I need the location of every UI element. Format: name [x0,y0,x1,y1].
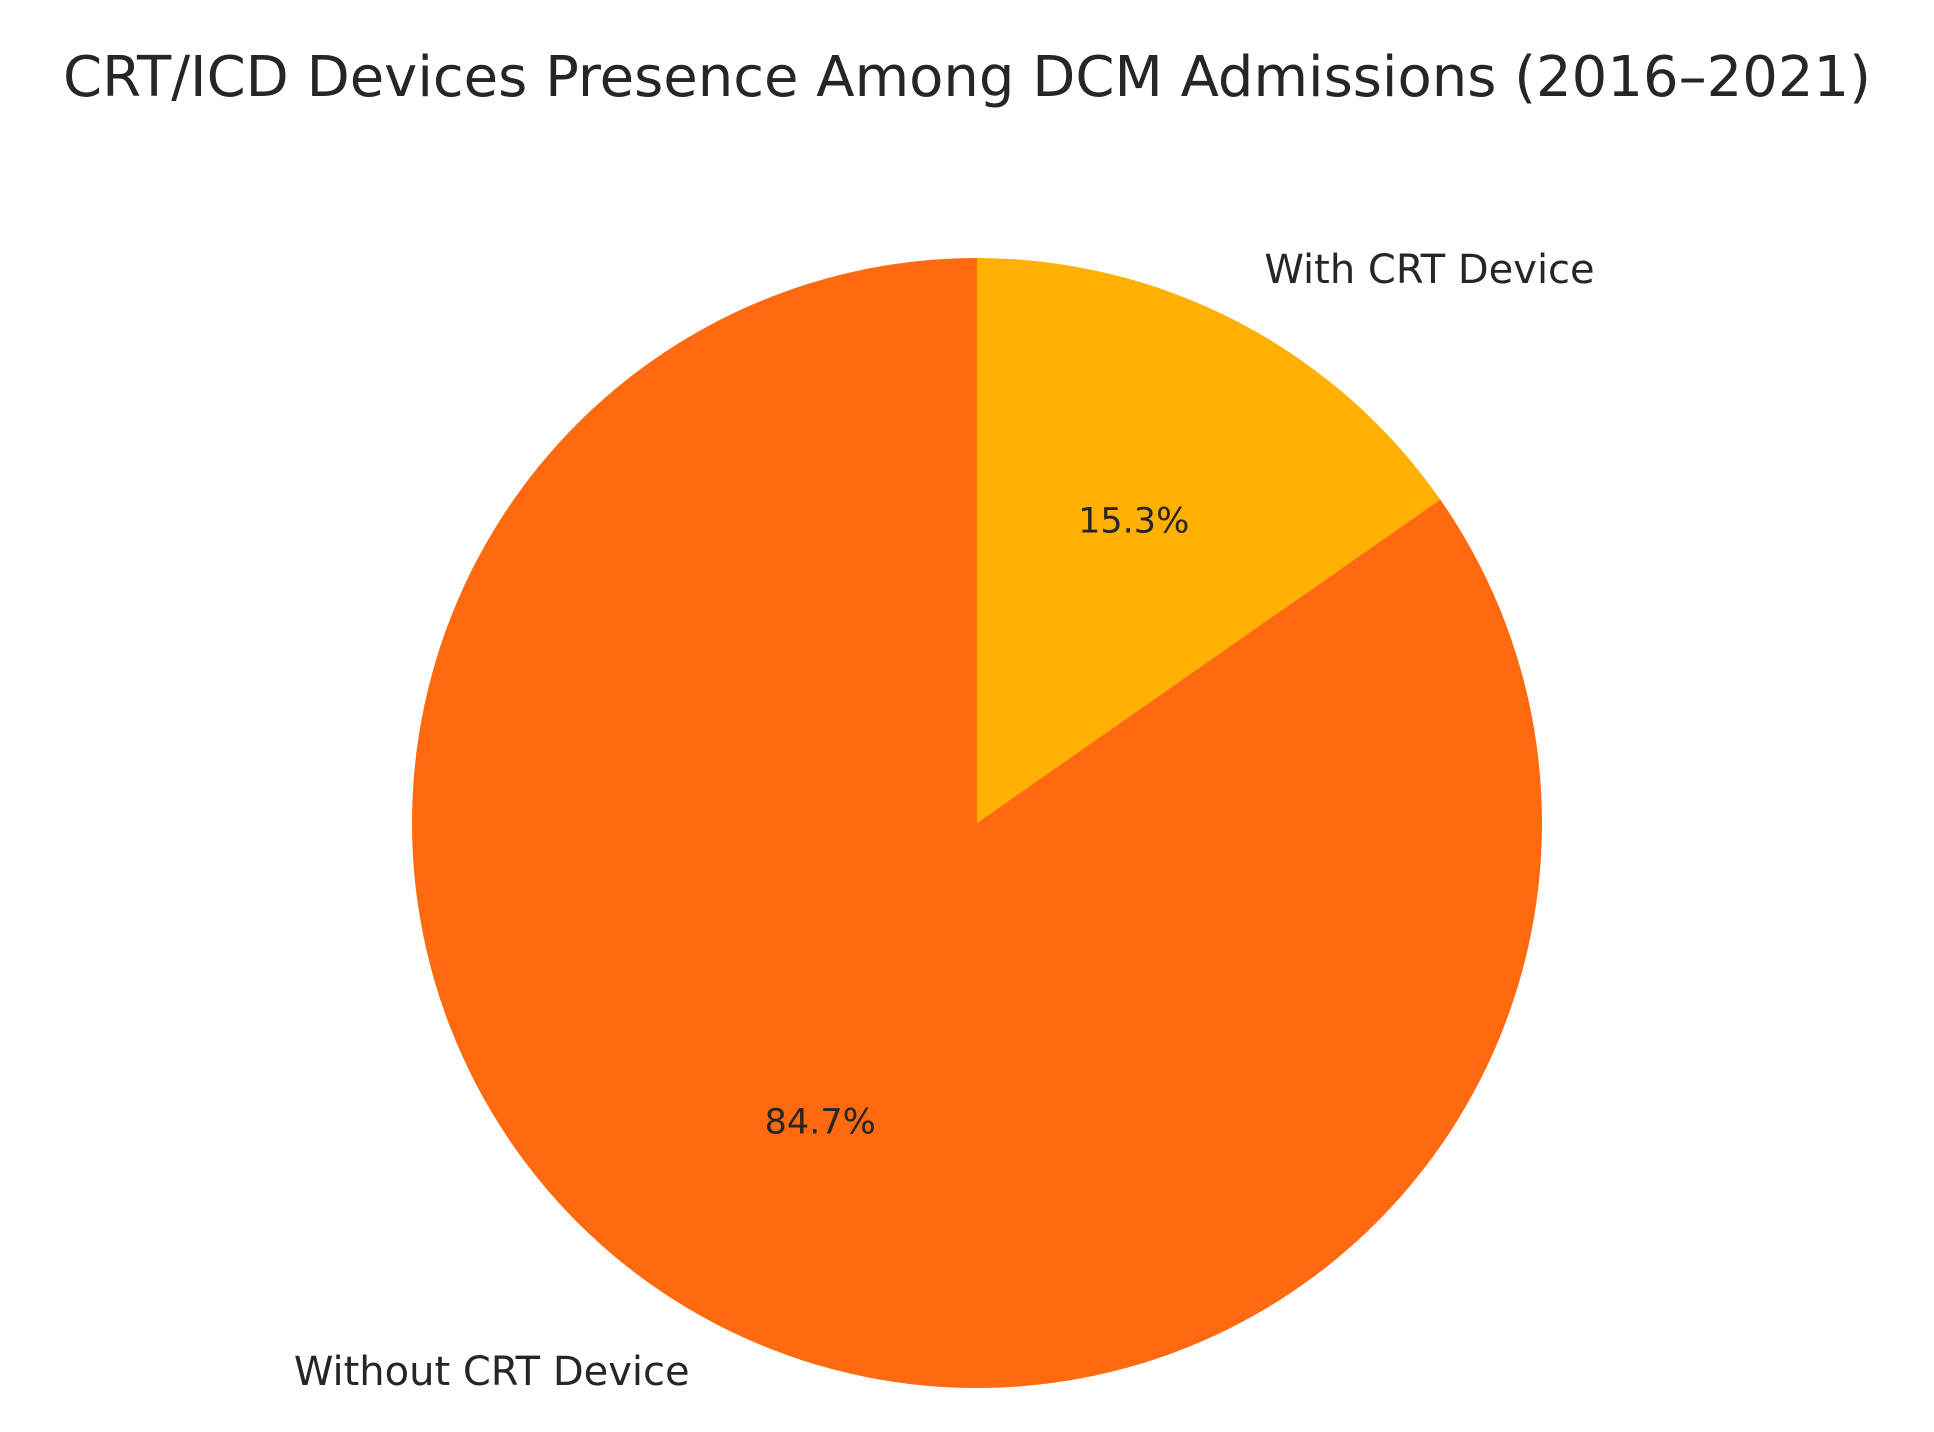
pie-slices [412,258,1543,1388]
pct-label-with-crt-device: 15.3% [1078,501,1189,541]
slice-label-with-crt-device: With CRT Device [1264,247,1594,293]
slice-label-without-crt-device: Without CRT Device [294,1349,690,1395]
pie-labels: 15.3% With CRT Device 84.7% Without CRT Dev… [294,247,1595,1395]
pct-label-without-crt-device: 84.7% [765,1103,876,1143]
chart-title: CRT/ICD Devices Presence Among DCM Admis… [63,45,1871,110]
pie-slice-without-crt-device [412,258,1543,1388]
pie-slice-with-crt-device [977,258,1441,823]
